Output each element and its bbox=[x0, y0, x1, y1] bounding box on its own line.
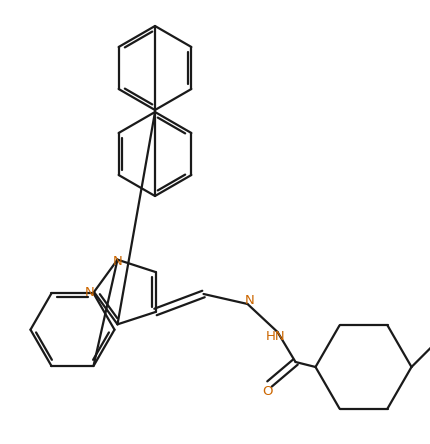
Text: O: O bbox=[261, 385, 272, 398]
Text: N: N bbox=[85, 285, 95, 298]
Text: HN: HN bbox=[265, 330, 285, 344]
Text: N: N bbox=[112, 255, 122, 268]
Text: N: N bbox=[244, 294, 254, 308]
